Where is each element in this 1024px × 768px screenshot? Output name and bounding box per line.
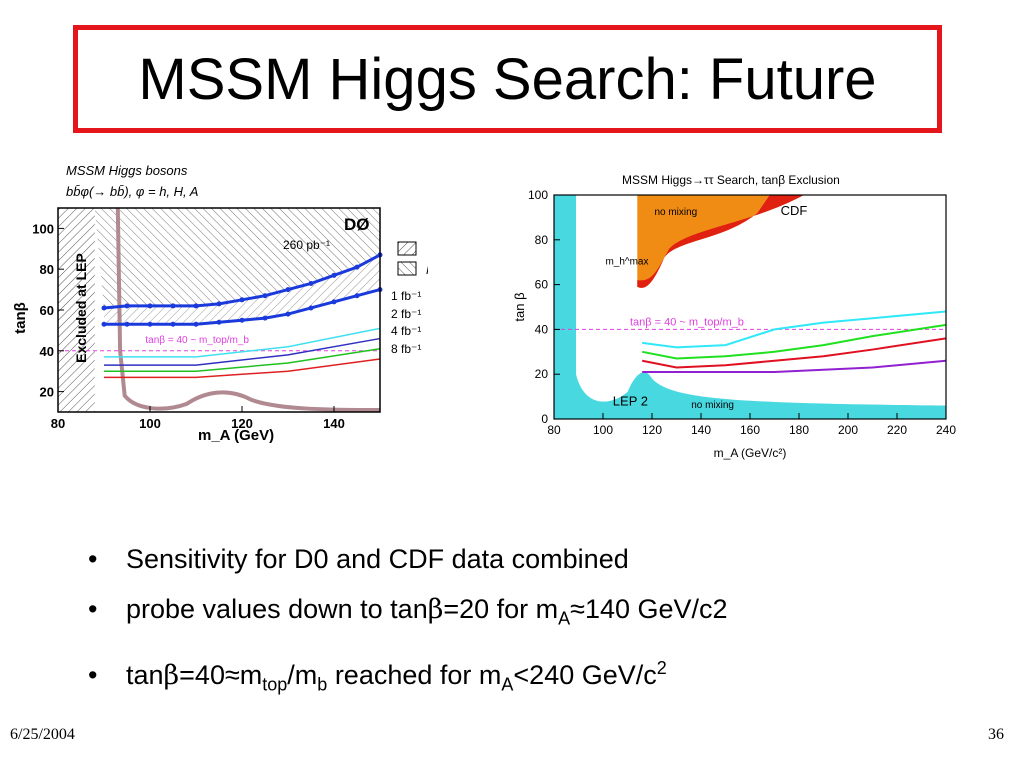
d0-series-label-5: 8 fb⁻¹ — [391, 342, 421, 356]
bullet-item-1: • probe values down to tanβ=20 for mA≈140… — [88, 594, 728, 629]
d0-subtitle: bb̄φ(→ bb̄), φ = h, H, A — [66, 184, 198, 199]
d0-point-0-9 — [308, 280, 314, 286]
d0-point-0-0 — [101, 305, 107, 311]
d0-series-label-3: 2 fb⁻¹ — [391, 307, 421, 321]
d0-point-1-6 — [239, 317, 245, 323]
d0-plot: tanβ = 40 ~ m_top/m_b 260 pb⁻¹ 1 fb⁻¹ 2 fb⁻… — [12, 163, 428, 444]
d0-point-1-4 — [193, 321, 199, 327]
cdf-region-label-3: m_h^max — [605, 256, 648, 267]
cdf-ylabel: tan β — [512, 292, 527, 321]
d0-ytick-label-3: 80 — [40, 262, 54, 277]
d0-series-label-2: 1 fb⁻¹ — [391, 289, 421, 303]
cdf-plot: tanβ = 40 ~ m_top/m_b1 fb⁻¹2 fb⁻¹4 fb⁻¹8… — [512, 173, 956, 460]
cdf-xtick-label-3: 140 — [691, 423, 711, 437]
cdf-ytick-label-5: 100 — [528, 188, 548, 202]
d0-lep-boundary — [115, 207, 381, 412]
d0-point-0-3 — [170, 303, 176, 309]
cdf-xtick-label-8: 240 — [936, 423, 956, 437]
bullet-text-0: Sensitivity for D0 and CDF data combined — [126, 544, 629, 574]
d0-point-1-3 — [170, 321, 176, 327]
cdf-xtick-label-1: 100 — [593, 423, 613, 437]
cdf-reference-label: tanβ = 40 ~ m_top/m_b — [630, 316, 744, 328]
cdf-region-label-2: no mixing — [691, 400, 734, 411]
d0-title: MSSM Higgs bosons — [66, 163, 188, 178]
bullet-text-1: probe values down to tanβ=20 for mA≈140 … — [126, 594, 728, 629]
d0-xtick-label-1: 100 — [139, 416, 161, 431]
d0-point-0-6 — [239, 297, 245, 303]
d0-series-line-2 — [104, 327, 381, 358]
cdf-ytick-label-1: 20 — [535, 367, 549, 381]
cdf-experiment-label: CDF — [781, 203, 808, 218]
cdf-plot-area — [554, 195, 946, 419]
d0-xtick-label-3: 140 — [323, 416, 345, 431]
d0-point-1-0 — [101, 321, 107, 327]
d0-ylabel: tanβ — [12, 302, 29, 334]
d0-point-0-10 — [331, 272, 337, 278]
slide-title: MSSM Higgs Search: Future — [138, 46, 877, 112]
d0-point-1-10 — [331, 299, 337, 305]
cdf-xtick-label-7: 220 — [887, 423, 907, 437]
cdf-xtick-label-2: 120 — [642, 423, 662, 437]
cdf-xtick-label-6: 200 — [838, 423, 858, 437]
d0-lep-label: Excluded at LEP — [73, 253, 89, 363]
d0-point-0-1 — [124, 303, 130, 309]
cdf-xlabel: m_A (GeV/c²) — [714, 446, 787, 460]
cdf-ytick-label-2: 40 — [535, 322, 549, 336]
d0-series-label-4: 4 fb⁻¹ — [391, 324, 421, 338]
slide-title-box: MSSM Higgs Search: Future — [73, 25, 942, 133]
d0-ytick-label-2: 60 — [40, 303, 54, 318]
cdf-series-line-1 — [642, 323, 947, 360]
cdf-series-line-2 — [642, 337, 947, 369]
d0-series-line-3 — [104, 337, 381, 366]
d0-series-line-4 — [104, 348, 381, 372]
cdf-ytick-label-3: 60 — [535, 278, 549, 292]
cdf-region-label-0: no mixing — [654, 207, 697, 218]
d0-point-0-8 — [285, 287, 291, 293]
d0-ytick-label-4: 100 — [32, 221, 54, 236]
d0-xtick-label-0: 80 — [51, 416, 65, 431]
cdf-xtick-label-4: 160 — [740, 423, 760, 437]
d0-xtick-label-2: 120 — [231, 416, 253, 431]
d0-point-1-7 — [262, 315, 268, 321]
cdf-series-line-3 — [642, 359, 947, 373]
cdf-title: MSSM Higgs→ττ Search, tanβ Exclusion — [622, 173, 840, 187]
d0-legend-label-1: Max. mixing — [426, 262, 428, 277]
d0-point-0-11 — [354, 264, 360, 270]
d0-legend-swatch-1 — [397, 261, 417, 276]
bullet-item-2: • tanβ=40≈mtop/mb reached for mA<240 GeV/… — [88, 658, 667, 695]
d0-point-1-8 — [285, 311, 291, 317]
cdf-xtick-label-5: 180 — [789, 423, 809, 437]
d0-point-1-1 — [124, 321, 130, 327]
d0-point-0-5 — [216, 301, 222, 307]
footer-date: 6/25/2004 — [10, 726, 75, 743]
d0-point-0-7 — [262, 293, 268, 299]
d0-reference-label: tanβ = 40 ~ m_top/m_b — [145, 335, 249, 346]
d0-ytick-label-1: 40 — [40, 344, 54, 359]
d0-xlabel: m_A (GeV) — [198, 427, 274, 444]
d0-point-1-9 — [308, 305, 314, 311]
d0-series-label-0: 260 pb⁻¹ — [283, 238, 330, 252]
d0-point-0-2 — [147, 303, 153, 309]
footer-page-number: 36 — [988, 726, 1004, 743]
d0-point-0-4 — [193, 303, 199, 309]
cdf-series-line-0 — [642, 310, 947, 349]
d0-experiment-label: DØ — [344, 215, 370, 234]
cdf-ytick-label-4: 80 — [535, 233, 549, 247]
d0-legend-swatch-0 — [397, 241, 417, 256]
bullet-item-0: • Sensitivity for D0 and CDF data combine… — [88, 544, 629, 574]
d0-point-1-5 — [216, 319, 222, 325]
cdf-region-label-1: LEP 2 — [613, 394, 648, 409]
cdf-ytick-label-0: 0 — [541, 412, 548, 426]
d0-point-1-2 — [147, 321, 153, 327]
d0-ytick-label-0: 20 — [40, 385, 54, 400]
bullet-text-2: tanβ=40≈mtop/mb reached for mA<240 GeV/c… — [126, 658, 667, 695]
cdf-nomix-region — [637, 195, 770, 288]
bullet-list: • Sensitivity for D0 and CDF data combine… — [88, 534, 728, 710]
d0-lep-region — [58, 208, 95, 412]
cdf-xtick-label-0: 80 — [547, 423, 561, 437]
d0-point-1-11 — [354, 293, 360, 299]
d0-series-line-5 — [104, 358, 381, 379]
